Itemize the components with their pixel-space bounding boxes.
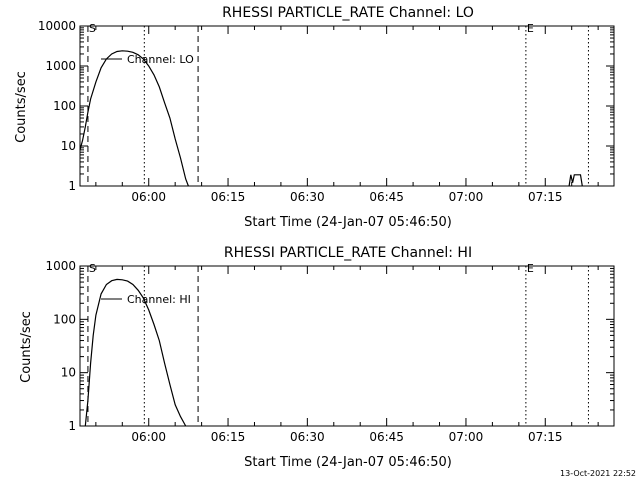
y-tick-label: 1000 — [45, 59, 76, 73]
channel-annotation: Channel: LO — [127, 53, 194, 66]
x-tick-label: 07:15 — [528, 430, 563, 444]
x-tick-label: 07:00 — [449, 430, 484, 444]
x-tick-label: 06:00 — [131, 430, 166, 444]
panel-hi-title: RHESSI PARTICLE_RATE Channel: HI — [224, 245, 472, 261]
time-marker-label: S — [89, 22, 96, 35]
rate-curve — [79, 50, 189, 187]
x-tick-label: 07:00 — [449, 190, 484, 204]
y-tick-label: 10 — [61, 366, 76, 380]
panel-lo-title: RHESSI PARTICLE_RATE Channel: LO — [222, 5, 474, 21]
panel-lo-axes: 1 10 100 1000 10000 06:00 06:15 06:30 06:45 07:00… — [38, 19, 615, 204]
time-marker-label: S — [89, 262, 96, 275]
plot-frame — [79, 265, 615, 427]
panel-lo-xlabel: Start Time (24-Jan-07 05:46:50) — [244, 215, 452, 230]
footer-timestamp: 13-Oct-2021 22:52 — [560, 469, 636, 478]
rate-curve — [84, 278, 187, 427]
panel-hi: RHESSI PARTICLE_RATE Channel: HI Start T… — [19, 245, 615, 470]
x-tick-label: 06:00 — [131, 190, 166, 204]
x-tick-label: 06:45 — [369, 430, 404, 444]
x-tick-label: 06:30 — [290, 190, 325, 204]
x-tick-label: 07:15 — [528, 190, 563, 204]
panel-hi-axes: 1 10 100 1000 06:00 06:15 06:30 06:45 07:00 07:15 — [45, 259, 615, 444]
panel-lo-plot-area: S E Channel: LO — [79, 22, 589, 187]
y-tick-label: 1 — [68, 419, 76, 433]
x-tick-label: 06:15 — [211, 190, 246, 204]
panel-hi-ylabel: Counts/sec — [19, 311, 34, 383]
y-tick-label: 100 — [53, 312, 76, 326]
x-tick-label: 06:45 — [369, 190, 404, 204]
y-tick-label: 10 — [61, 139, 76, 153]
panel-lo: RHESSI PARTICLE_RATE Channel: LO Start T… — [14, 5, 615, 230]
panel-hi-plot-area: S E Channel: HI — [84, 262, 589, 427]
x-tick-label: 06:15 — [211, 430, 246, 444]
x-tick-label: 06:30 — [290, 430, 325, 444]
time-marker-label: E — [527, 22, 534, 35]
channel-annotation: Channel: HI — [127, 293, 191, 306]
y-tick-label: 100 — [53, 99, 76, 113]
y-tick-label: 1 — [68, 179, 76, 193]
plot-frame — [79, 25, 615, 187]
y-tick-label: 1000 — [45, 259, 76, 273]
panel-lo-ylabel: Counts/sec — [14, 71, 29, 143]
panel-hi-xlabel: Start Time (24-Jan-07 05:46:50) — [244, 455, 452, 470]
rate-curve — [568, 174, 583, 187]
time-marker-label: E — [527, 262, 534, 275]
y-tick-label: 10000 — [38, 19, 76, 33]
